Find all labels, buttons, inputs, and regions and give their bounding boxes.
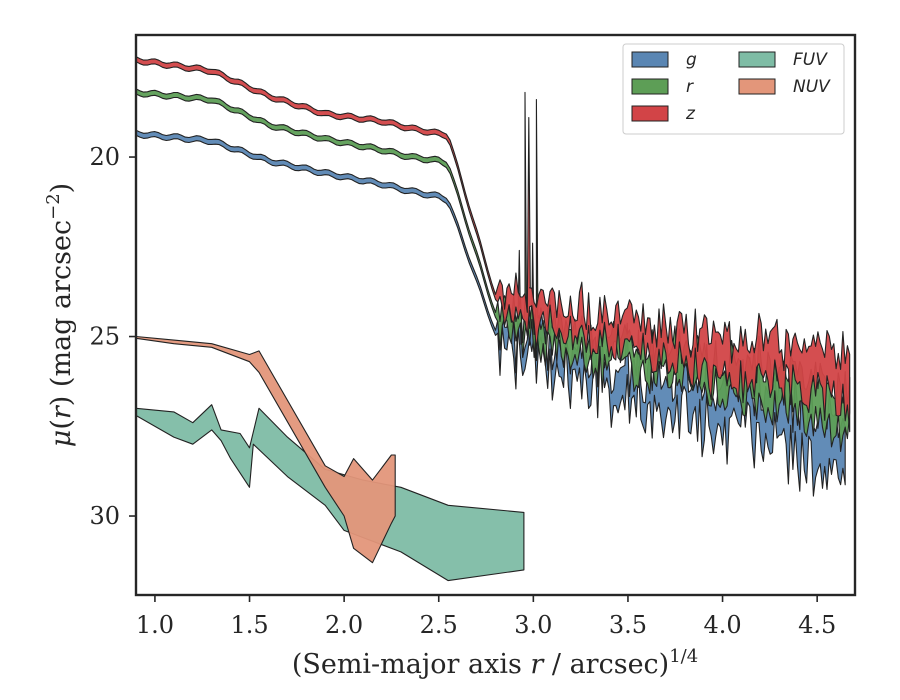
y-tick-label: 30: [89, 502, 120, 530]
x-axis-label: (Semi-major axis r / arcsec)1/4: [292, 646, 698, 680]
series-band-nuv: [136, 335, 396, 564]
legend-label-fuv: FUV: [793, 50, 828, 70]
y-tick-label: 25: [89, 323, 120, 351]
x-tick-label: 4.0: [703, 611, 741, 639]
y-axis-label: μ(r) (mag arcsec−2): [43, 183, 77, 447]
legend-swatch-fuv: [738, 51, 776, 68]
legend-label-nuv: NUV: [793, 77, 831, 97]
x-tick-label: 3.5: [609, 611, 647, 639]
plot-area: [136, 56, 851, 582]
x-tick-label: 2.0: [325, 611, 363, 639]
legend-label-z: z: [685, 104, 696, 124]
legend-swatch-r: [631, 78, 669, 95]
axis-ticks: 1.0 1.5 2.0 2.5 3.0 3.5 4.0 4.5 20 25 30: [89, 143, 836, 639]
x-tick-label: 1.5: [230, 611, 268, 639]
legend-box: [622, 43, 845, 135]
x-tick-label: 1.0: [136, 611, 174, 639]
legend-swatch-nuv: [738, 78, 776, 95]
x-tick-label: 3.0: [514, 611, 552, 639]
legend-swatch-z: [631, 105, 669, 122]
legend: grz FUV NUV: [622, 43, 845, 135]
series-band-z: [136, 56, 851, 433]
y-tick-label: 20: [89, 143, 120, 171]
x-tick-label: 4.5: [798, 611, 836, 639]
legend-label-g: g: [686, 50, 697, 70]
legend-label-r: r: [686, 77, 694, 97]
x-tick-label: 2.5: [420, 611, 458, 639]
axes-frame: [134, 33, 857, 597]
legend-swatch-g: [631, 51, 669, 68]
